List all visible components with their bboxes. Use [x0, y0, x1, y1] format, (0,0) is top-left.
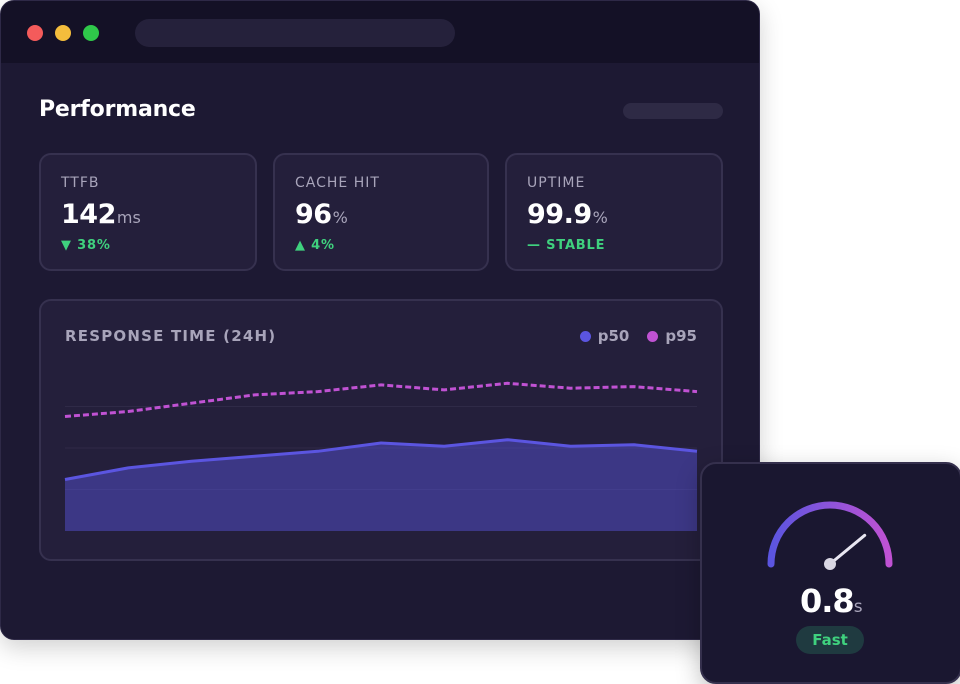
legend-swatch-p95 — [647, 330, 659, 342]
metric-unit: % — [592, 208, 608, 227]
metric-delta: — STABLE — [527, 238, 606, 253]
page-title: Performance — [39, 97, 196, 122]
maximize-window-button[interactable] — [83, 25, 99, 41]
gauge-number: 0.8 — [800, 582, 855, 620]
metric-number: 99.9 — [527, 199, 592, 230]
address-bar[interactable] — [135, 19, 455, 47]
gauge-value: 0.8s — [800, 582, 863, 620]
gauge-arc — [767, 501, 893, 568]
metric-card-ttfb: TTFB 142ms ▼ 38% — [39, 153, 257, 271]
speed-gauge — [767, 501, 893, 570]
legend-swatch-p50 — [579, 330, 591, 342]
gauge-needle — [828, 533, 867, 566]
metric-label: UPTIME — [527, 175, 586, 191]
metric-label: TTFB — [61, 175, 100, 191]
app-window: Performance TTFB 142ms ▼ 38% CACHE HIT 9… — [0, 0, 760, 640]
metric-card-cache-hit: CACHE HIT 96% ▲ 4% — [273, 153, 489, 271]
series-line-p50 — [64, 438, 698, 481]
status-badge: Fast — [796, 626, 864, 654]
speed-gauge-card: 0.8s Fast — [700, 462, 960, 684]
metric-unit: ms — [116, 208, 141, 227]
legend-label: p95 — [665, 327, 697, 345]
metric-delta: ▲ 4% — [295, 238, 335, 253]
header-placeholder-pill — [623, 103, 723, 119]
metric-card-uptime: UPTIME 99.9% — STABLE — [505, 153, 723, 271]
metric-value: 142ms — [61, 199, 141, 230]
metric-value: 99.9% — [527, 199, 608, 230]
legend-label: p50 — [597, 327, 630, 345]
response-time-chart — [64, 381, 698, 531]
gauge-unit: s — [853, 597, 863, 617]
metric-number: 142 — [61, 199, 116, 230]
gauge-hub — [824, 558, 836, 570]
metric-unit: % — [332, 208, 348, 227]
chart-title: RESPONSE TIME (24H) — [65, 327, 277, 345]
minimize-window-button[interactable] — [55, 25, 71, 41]
metric-number: 96 — [295, 199, 332, 230]
close-window-button[interactable] — [27, 25, 43, 41]
metric-delta: ▼ 38% — [61, 238, 111, 253]
metric-value: 96% — [295, 199, 348, 230]
legend-item-p50[interactable]: p50 — [579, 327, 630, 345]
series-area-p50 — [65, 439, 697, 531]
chart-legend: p50 p95 — [579, 327, 697, 345]
title-bar — [1, 1, 759, 63]
response-time-chart-card: RESPONSE TIME (24H) p50 p95 — [39, 299, 723, 561]
series-line-p95 — [64, 381, 698, 418]
metric-label: CACHE HIT — [295, 175, 380, 191]
legend-item-p95[interactable]: p95 — [647, 327, 697, 345]
